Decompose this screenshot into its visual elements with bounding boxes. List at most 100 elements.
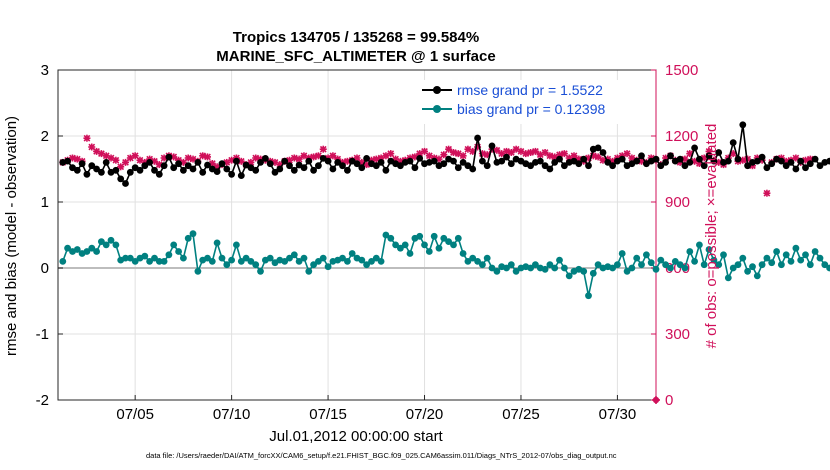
rmse-point bbox=[252, 166, 260, 174]
right-y-tick-label: 0 bbox=[665, 392, 673, 409]
x-tick-label: 07/20 bbox=[406, 406, 444, 423]
rmse-point bbox=[556, 155, 563, 163]
rmse-point bbox=[802, 164, 809, 172]
bias-point bbox=[652, 265, 660, 273]
bias-point bbox=[638, 261, 645, 269]
bias-point bbox=[184, 234, 192, 242]
rmse-point bbox=[806, 160, 814, 168]
bias-point bbox=[102, 241, 110, 249]
bias-point bbox=[691, 258, 698, 265]
right-y-axis-ticks: 0 300 600 900 1200 1500 bbox=[651, 62, 698, 409]
rmse-point bbox=[411, 164, 419, 172]
bias-point bbox=[387, 234, 395, 242]
rmse-point bbox=[768, 160, 776, 168]
rmse-point bbox=[705, 152, 713, 160]
bias-point bbox=[488, 264, 496, 272]
bias-point bbox=[440, 234, 448, 242]
rmse-point bbox=[739, 121, 747, 129]
bias-point bbox=[474, 258, 481, 265]
bias-point bbox=[802, 251, 809, 259]
bias-point bbox=[686, 248, 694, 255]
bias-point bbox=[295, 258, 303, 265]
legend-bias-marker bbox=[433, 105, 441, 113]
legend-bias-label: bias grand pr = 0.12398 bbox=[457, 101, 605, 117]
rmse-point bbox=[170, 164, 178, 172]
rmse-point bbox=[146, 159, 154, 166]
bias-point bbox=[64, 244, 71, 252]
rmse-point bbox=[160, 162, 168, 170]
bias-point bbox=[763, 254, 771, 262]
right-y-tick-label: 1200 bbox=[665, 128, 698, 145]
obs-count-point bbox=[83, 134, 91, 142]
bias-point bbox=[233, 241, 240, 249]
rmse-point bbox=[657, 162, 665, 170]
bias-point bbox=[556, 256, 563, 264]
rmse-point bbox=[604, 159, 612, 166]
legend: rmse grand pr = 1.5522 bias grand pr = 0… bbox=[418, 80, 650, 124]
bias-point bbox=[315, 258, 322, 265]
rmse-point bbox=[503, 153, 510, 161]
rmse-point bbox=[638, 152, 645, 160]
bias-point bbox=[165, 251, 173, 259]
rmse-point bbox=[744, 162, 751, 170]
bias-point bbox=[454, 234, 462, 242]
bias-point bbox=[551, 264, 559, 272]
bias-point bbox=[382, 231, 390, 239]
rmse-point bbox=[753, 157, 761, 165]
rmse-point bbox=[826, 157, 830, 165]
bias-point bbox=[758, 261, 766, 269]
rmse-point bbox=[262, 155, 269, 162]
obs-count-point bbox=[204, 153, 211, 161]
bias-point bbox=[141, 252, 149, 260]
rmse-point bbox=[454, 164, 462, 172]
bias-point bbox=[493, 267, 501, 275]
bias-point bbox=[324, 263, 332, 271]
x-axis-ticks: 07/05 07/10 07/15 07/20 07/25 07/30 bbox=[116, 395, 636, 423]
bias-point bbox=[618, 250, 626, 257]
rmse-point bbox=[358, 164, 366, 172]
bias-point bbox=[445, 238, 452, 246]
obs-count-point bbox=[319, 145, 327, 153]
right-y-axis-label: # of obs: o=possible; ×=evaluated bbox=[703, 124, 720, 349]
rmse-point bbox=[724, 157, 732, 165]
bias-point bbox=[223, 261, 231, 269]
rmse-point bbox=[561, 162, 568, 170]
rmse-point bbox=[700, 162, 708, 170]
legend-box bbox=[418, 80, 650, 124]
bias-point bbox=[319, 254, 327, 262]
bias-point bbox=[421, 241, 428, 249]
rmse-point bbox=[136, 166, 144, 174]
left-y-tick-label: 0 bbox=[41, 260, 49, 277]
left-y-tick-label: -2 bbox=[36, 392, 49, 409]
rmse-point bbox=[257, 159, 264, 166]
rmse-point bbox=[474, 134, 481, 142]
obs-count-point bbox=[594, 153, 602, 161]
bias-point bbox=[623, 267, 631, 275]
rmse-point bbox=[450, 157, 457, 165]
rmse-point bbox=[339, 162, 346, 170]
left-y-tick-label: 1 bbox=[41, 194, 49, 211]
rmse-point bbox=[430, 157, 438, 165]
bias-point bbox=[358, 256, 366, 264]
obs-count-point bbox=[295, 155, 303, 163]
obs-count-point bbox=[440, 151, 448, 159]
rmse-point bbox=[710, 157, 718, 165]
rmse-point bbox=[541, 162, 549, 170]
bias-point bbox=[170, 241, 178, 249]
obs-count-point bbox=[541, 149, 549, 156]
bias-point bbox=[363, 261, 370, 269]
bias-point bbox=[83, 248, 91, 255]
bias-point bbox=[565, 272, 573, 280]
bias-point bbox=[734, 261, 742, 269]
bias-point bbox=[821, 261, 829, 269]
bias-point bbox=[700, 261, 708, 269]
rmse-point bbox=[580, 155, 588, 163]
bias-point bbox=[705, 246, 713, 253]
rmse-point bbox=[546, 165, 554, 173]
bias-point bbox=[826, 264, 830, 272]
obs-count-point bbox=[170, 153, 178, 161]
bias-point bbox=[204, 254, 211, 262]
bias-point bbox=[218, 254, 226, 262]
chart-subtitle: MARINE_SFC_ALTIMETER @ 1 surface bbox=[216, 48, 495, 65]
bias-point bbox=[160, 258, 168, 265]
